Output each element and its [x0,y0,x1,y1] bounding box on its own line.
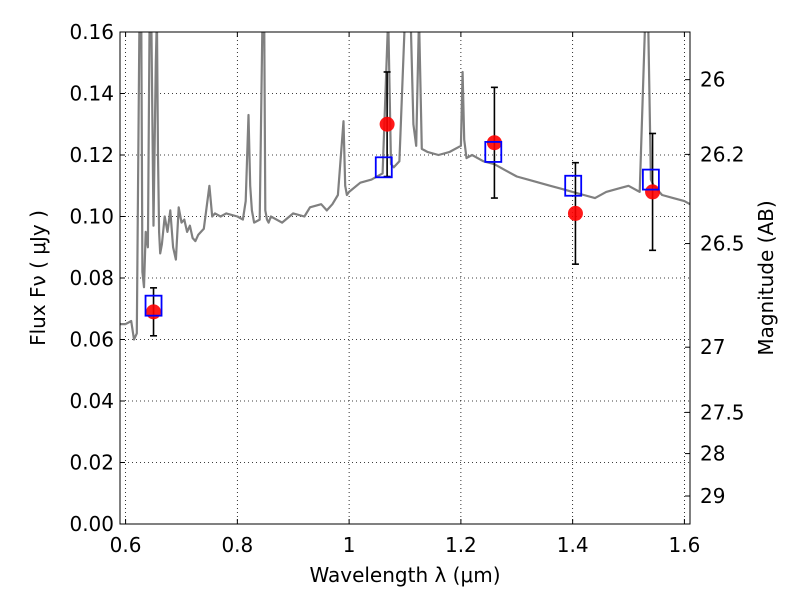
x-tick-label: 0.8 [221,533,253,557]
model-spectrum-line [120,32,690,341]
y-tick-label: 0.14 [69,82,114,106]
model-point-square [564,174,583,197]
model-point-square [641,168,660,191]
x-tick-label: 0.6 [110,533,142,557]
y-tick-label: 0.08 [69,266,114,290]
x-axis-label: Wavelength λ (μm) [309,563,500,587]
x-tick-labels: 0.6 0.8 1 1.2 1.4 1.6 [110,533,701,557]
model-points-layer [144,141,660,317]
right-tick-label: 26 [700,68,725,92]
right-tick-label: 26.5 [700,232,745,256]
y-tick-label: 0.12 [69,143,114,167]
x-tick-label: 1.4 [557,533,589,557]
model-point-square [144,294,163,317]
right-tick-label: 27 [700,335,725,359]
x-tick-label: 1 [343,533,356,557]
right-tick-label: 26.2 [700,142,745,166]
y-tick-label: 0.10 [69,205,114,229]
model-point-square [374,156,393,179]
y-tick-label: 0.04 [69,389,114,413]
y-tick-labels: 0.00 0.02 0.04 0.06 0.08 0.10 0.12 0.14 0.16 [69,20,114,536]
x-tick-label: 1.6 [669,533,701,557]
y-tick-label: 0.06 [69,328,114,352]
axis-ticks [120,31,690,525]
y-tick-label: 0.00 [69,512,114,536]
y-axis-label: Flux Fν ( μJy ) [26,210,50,346]
right-tick-label: 29 [700,484,725,508]
observed-point [645,184,661,200]
x-tick-label: 1.2 [445,533,477,557]
grid-lines [120,32,690,524]
observed-point [379,116,395,132]
model-point-square [484,141,503,163]
right-tick-label: 28 [700,442,725,466]
right-tick-label: 27.5 [700,400,745,424]
observed-point [567,205,583,221]
model-spectrum-layer [120,32,690,341]
y-tick-label: 0.16 [69,20,114,44]
y-tick-label: 0.02 [69,451,114,475]
right-tick-labels: 26 26.2 26.5 27 27.5 28 29 [700,68,745,508]
right-axis-label: Magnitude (AB) [754,200,778,355]
observed-point [146,304,162,320]
